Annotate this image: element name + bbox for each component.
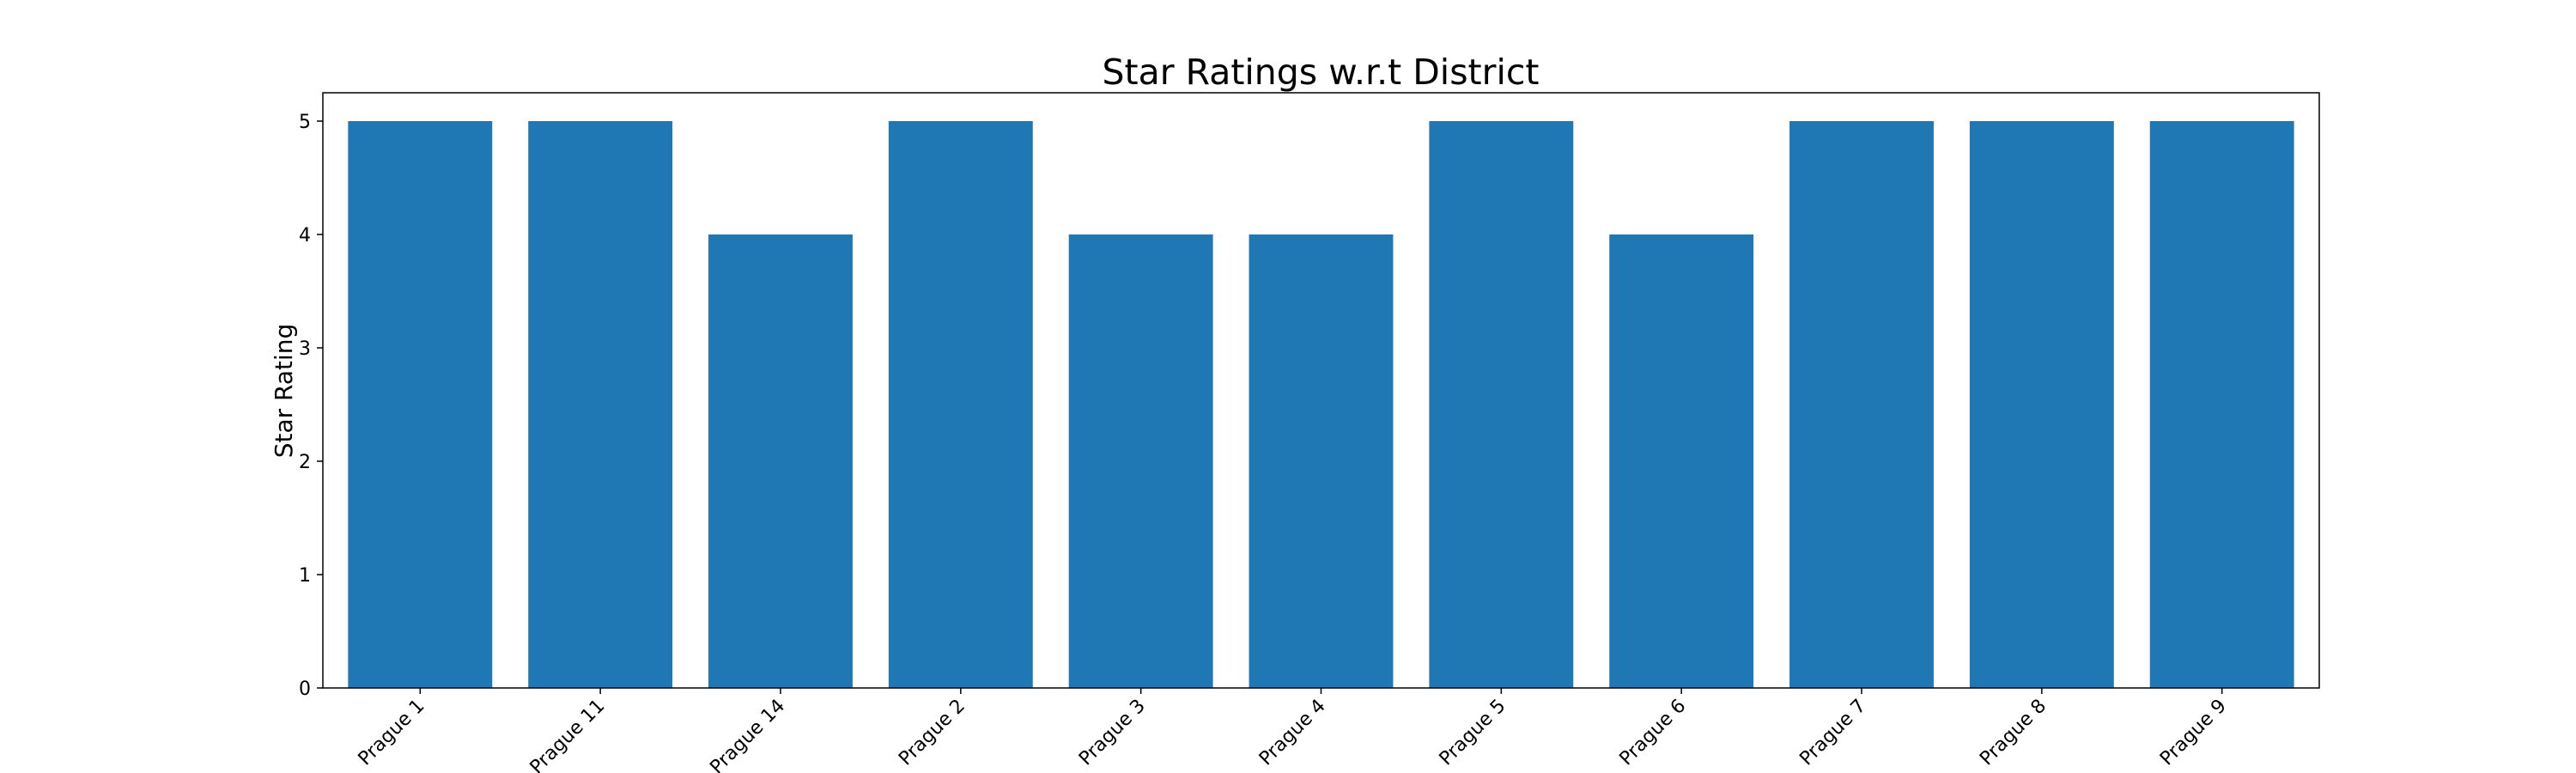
bar [1429,121,1574,688]
bar [888,121,1033,688]
y-axis-ticks: 0 1 2 3 4 5 [299,112,323,700]
bar [1609,234,1754,688]
x-tick-label: Prague 5 [1436,696,1510,770]
x-tick-label: Prague 2 [895,696,969,770]
x-tick-label: Prague 6 [1616,696,1691,770]
plot-area-frame [322,92,2320,689]
bars-group [348,121,2294,688]
bar [708,234,853,688]
bar [1249,234,1394,688]
bar [1789,121,1934,688]
x-axis-ticks: Prague 1 Prague 11 Prague 14 Prague 2 Prague… [355,688,2231,773]
x-tick-label: Prague 4 [1255,696,1330,770]
y-tick-label: 2 [299,452,311,473]
x-tick-label: Prague 8 [1976,696,2050,770]
y-tick-label: 3 [299,338,311,360]
chart-title: Star Ratings w.r.t District [1103,52,1540,93]
y-tick-label: 5 [299,112,311,133]
x-tick-label: Prague 7 [1795,696,1870,770]
bar [1969,121,2114,688]
x-tick-label: Prague 11 [526,696,610,773]
x-tick-label: Prague 1 [355,696,429,770]
x-tick-label: Prague 9 [2156,696,2231,770]
bar [528,121,673,688]
y-axis-label: Star Rating [270,324,298,459]
x-tick-label: Prague 3 [1075,696,1150,770]
bar [2149,121,2294,688]
y-tick-label: 0 [299,679,311,700]
bar [1068,234,1213,688]
y-tick-label: 4 [299,225,311,247]
bar [348,121,493,688]
x-tick-label: Prague 14 [706,696,789,773]
y-tick-label: 1 [299,565,311,587]
